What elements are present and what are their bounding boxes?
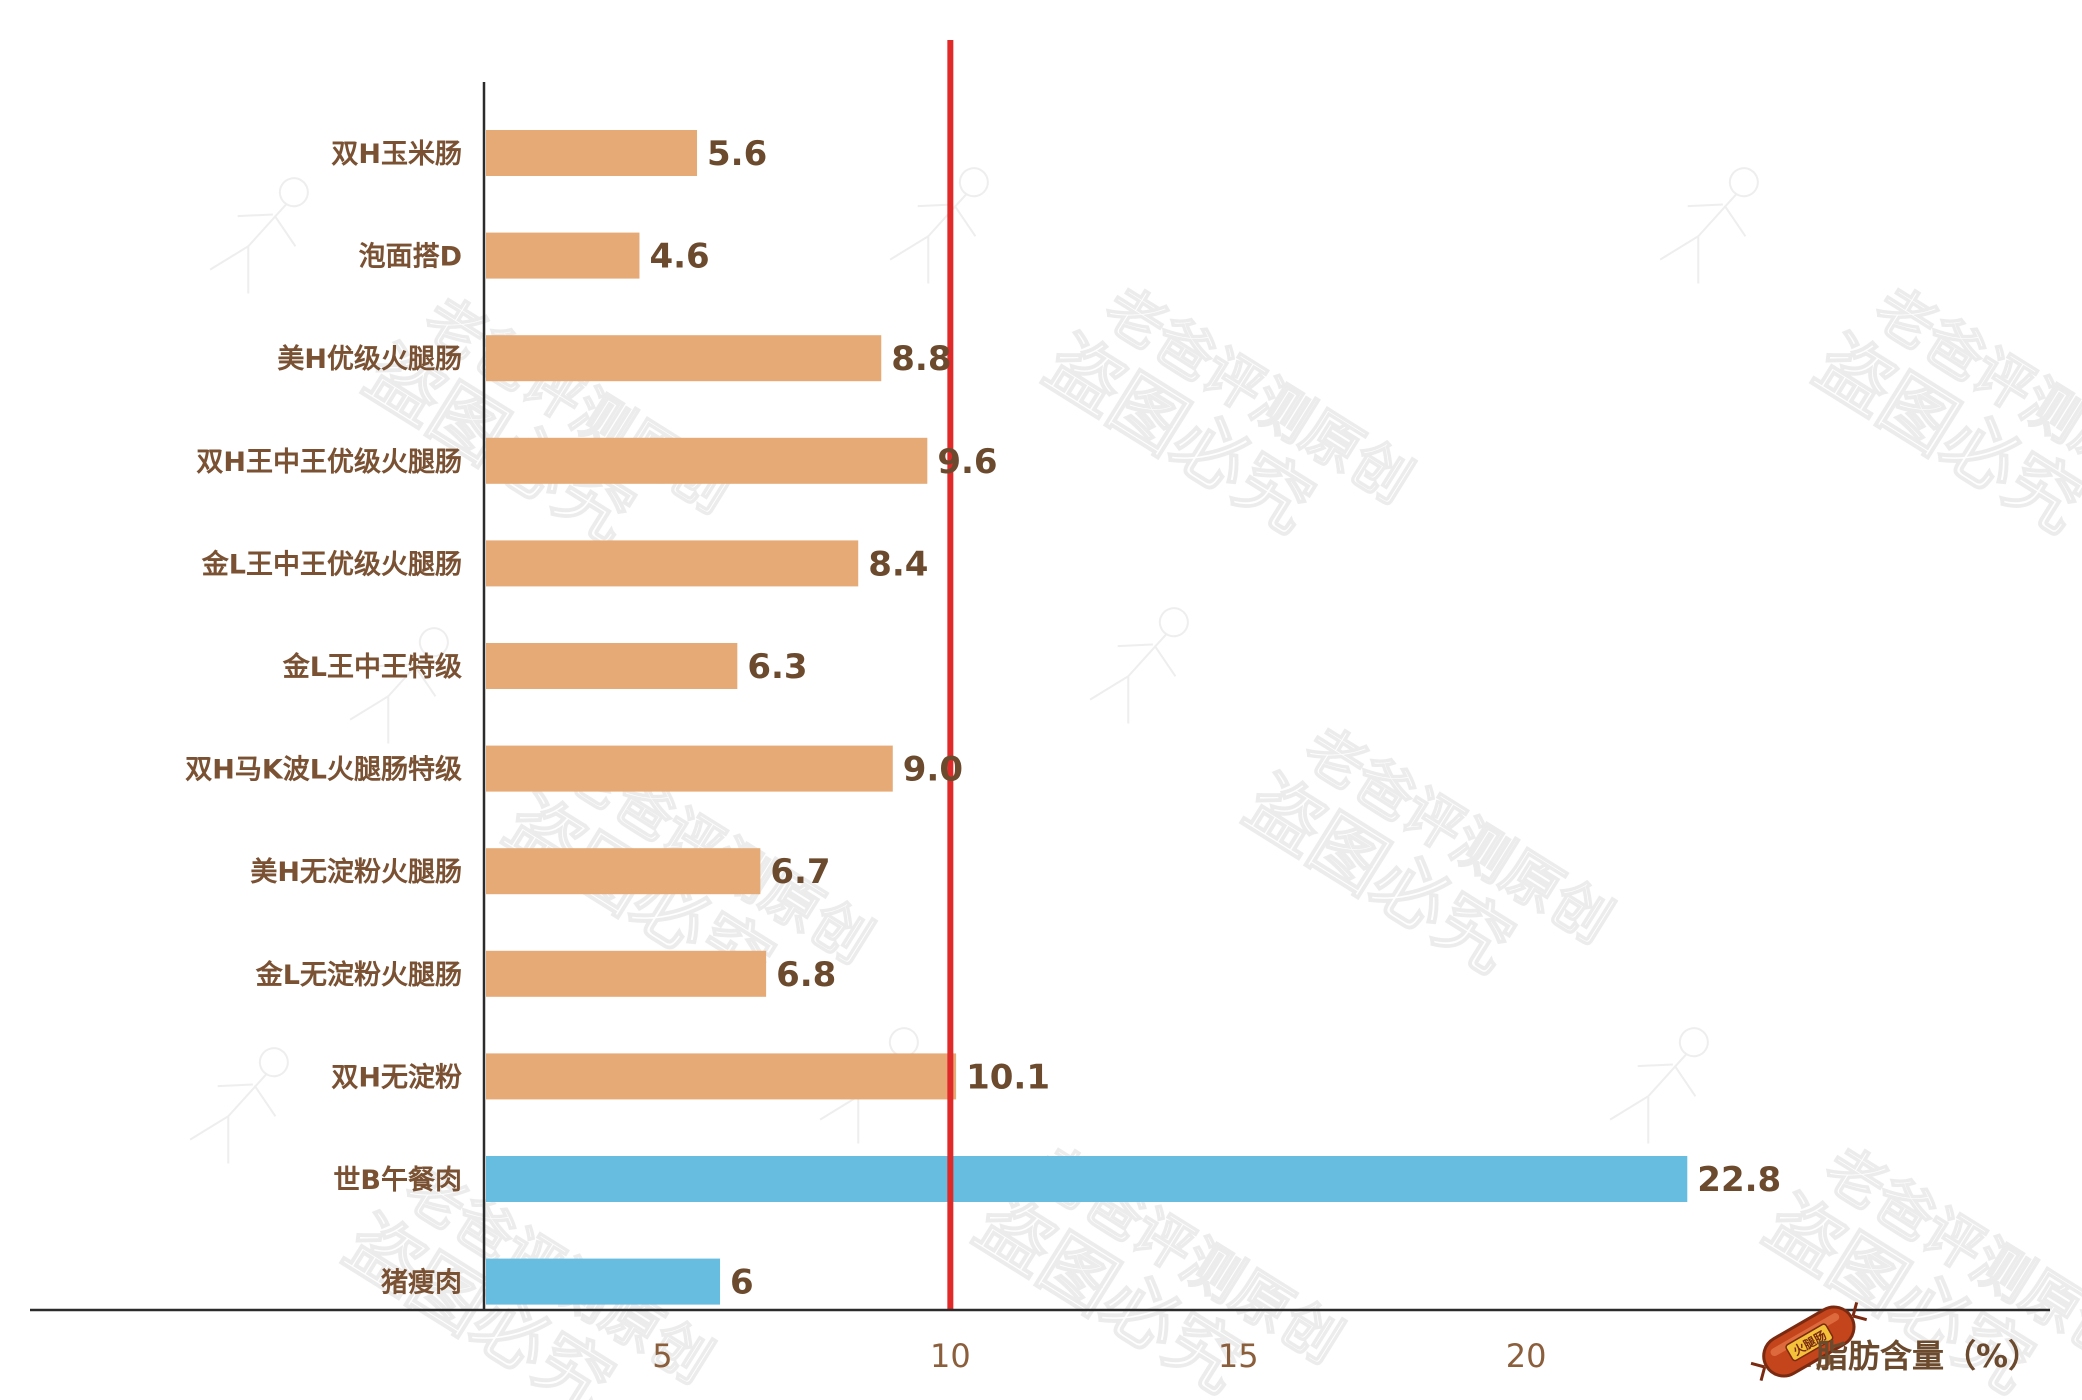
category-label: 美H优级火腿肠 [277,343,462,375]
category-label: 美H无淀粉火腿肠 [250,856,462,888]
category-label: 金L王中王特级 [282,651,462,683]
watermark-figure-icon [1089,607,1189,724]
value-label: 6.3 [747,647,807,687]
bars-group [486,130,1688,1305]
value-label: 4.6 [649,237,709,277]
sausage-icon: 火腿肠 [1750,1301,1868,1382]
bar [486,950,767,997]
bar [486,232,640,279]
category-label: 双H王中王优级火腿肠 [196,446,462,478]
x-tick-label: 20 [1506,1337,1547,1375]
category-label: 金L王中王优级火腿肠 [201,548,462,580]
value-label: 6.8 [776,955,836,995]
x-axis-title: 脂肪含量（%） [1816,1337,2040,1375]
watermark-figure-icon [189,1047,289,1164]
bar [486,540,859,587]
bar [486,1053,957,1100]
watermark-figure-icon [1659,167,1759,284]
bar [486,1258,721,1305]
category-label: 双H玉米肠 [331,139,462,170]
category-label: 猪瘦肉 [381,1267,462,1299]
value-label: 5.6 [707,134,767,174]
x-tick-label: 5 [652,1337,672,1375]
bar [486,335,882,382]
watermark-figure-icon [889,167,989,284]
x-tick-labels-group: 510152025 [652,1337,1834,1375]
category-label: 双H无淀粉 [331,1061,462,1093]
value-label: 9.6 [937,442,997,482]
value-label: 8.4 [868,544,928,584]
bar [486,643,738,689]
bar [486,745,893,792]
category-label: 金L无淀粉火腿肠 [255,959,462,991]
x-tick-label: 10 [930,1337,971,1375]
value-label: 8.8 [891,339,951,379]
category-label: 世B午餐肉 [333,1164,462,1196]
category-label: 泡面搭D [359,241,462,273]
value-label: 22.8 [1697,1160,1781,1200]
watermark-figure-icon [1609,1027,1709,1144]
axes-group [30,82,2050,1312]
bar [486,848,761,895]
value-label: 6 [730,1263,754,1303]
bar [486,437,928,484]
value-label: 9.0 [903,750,963,790]
bar [486,1156,1688,1202]
value-label: 10.1 [966,1057,1050,1097]
value-labels-group: 5.6 4.6 8.8 9.6 8.4 6.3 9.0 6.7 6.8 10.1 22.8 6 [649,134,1781,1303]
watermark-figure-icon [209,177,309,294]
x-tick-label: 15 [1218,1337,1259,1375]
watermark-figure-icon [349,627,449,744]
value-label: 6.7 [770,852,830,892]
category-label: 双H马K波L火腿肠特级 [185,754,462,786]
bar [486,130,698,176]
